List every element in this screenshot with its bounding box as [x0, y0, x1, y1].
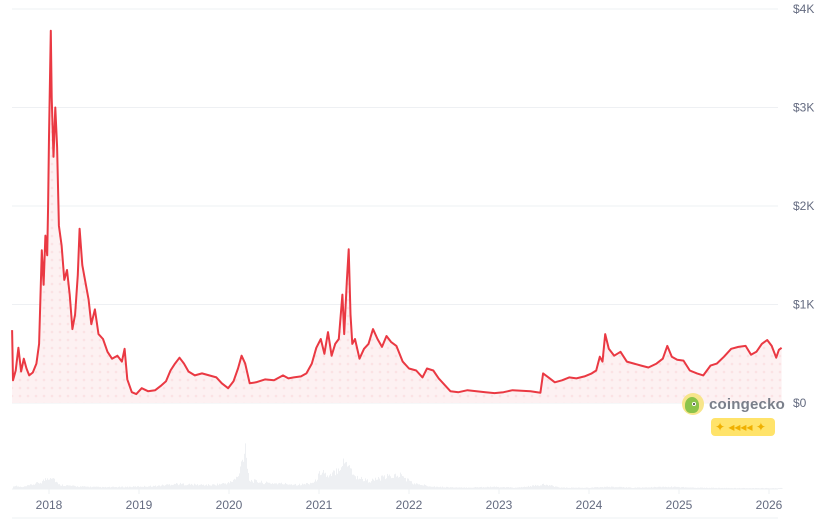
sparkle-badge: ✦ ◂◂◂◂ ✦	[711, 418, 775, 436]
volume-bars	[12, 443, 783, 489]
y-tick-label: $3K	[793, 101, 814, 115]
y-tick-label: $2K	[793, 199, 814, 213]
price-line	[11, 29, 783, 396]
horizontal-gridlines	[12, 8, 778, 519]
y-tick-label: $1K	[793, 298, 814, 312]
coingecko-watermark: coingecko	[682, 393, 785, 415]
x-axis-labels: 2018 2019 2020 2021 2022 2023 2024 2025 2026	[36, 489, 783, 512]
x-tick-label: 2024	[576, 498, 603, 512]
x-tick-label: 2021	[306, 498, 333, 512]
x-tick-label: 2018	[36, 498, 63, 512]
x-tick-label: 2026	[756, 498, 783, 512]
price-area-fill	[12, 30, 782, 403]
x-tick-label: 2025	[666, 498, 693, 512]
gecko-logo-icon	[682, 393, 704, 415]
y-tick-label: $0	[793, 396, 807, 410]
x-tick-label: 2020	[216, 498, 243, 512]
y-axis-labels: $0 $1K $2K $3K $4K	[793, 2, 814, 410]
watermark-brand: coingecko	[709, 395, 785, 413]
x-tick-label: 2022	[396, 498, 423, 512]
y-tick-label: $4K	[793, 2, 814, 16]
sparkle-icon: ✦ ◂◂◂◂ ✦	[715, 420, 766, 434]
x-tick-label: 2019	[126, 498, 153, 512]
x-tick-label: 2023	[486, 498, 513, 512]
